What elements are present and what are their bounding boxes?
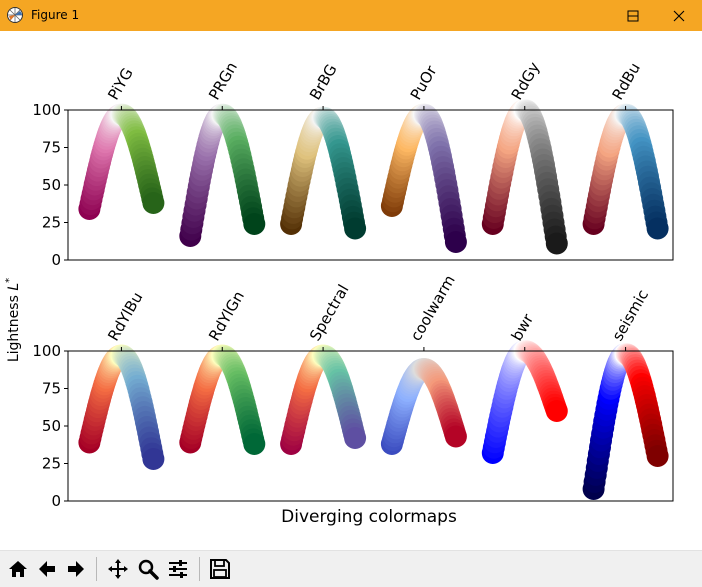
colormap-Spectral [280,344,367,455]
back-button[interactable] [33,555,61,583]
y-tick-label: 100 [32,101,61,119]
category-label-RdYlBu: RdYlBu [104,289,146,344]
y-tick-label: 25 [42,455,61,473]
pan-icon [108,559,128,579]
marker-coolwarm [444,425,467,448]
window-title: Figure 1 [31,8,80,22]
diverging-colormaps-figure: 0 25 50 75 100 PiYG PRGn BrBG PuOr RdGy RdBu 0 25 50… [4,59,674,527]
axes-top: 0 25 50 75 100 PiYG PRGn BrBG PuOr RdGy RdBu [32,59,674,269]
category-label-PiYG: PiYG [104,65,136,103]
marker-seismic [646,445,669,467]
category-label-bwr: bwr [508,310,538,344]
app-icon [7,7,23,23]
close-button[interactable] [656,0,702,31]
y-tick-label: 0 [51,492,61,510]
marker-RdYlGn [243,433,266,455]
minimize-button[interactable] [610,0,656,31]
colormap-RdBu [582,103,669,240]
maximize-icon [627,10,639,22]
forward-icon [68,561,84,577]
zoom-icon [138,559,159,580]
marker-RdBu [646,217,669,240]
axes-frame [67,350,674,502]
marker-bwr [545,400,568,422]
colormap-seismic [582,343,669,500]
home-button[interactable] [4,555,32,583]
maximize-button[interactable] [610,0,656,31]
navigation-toolbar [0,550,702,587]
marker-RdGy [545,232,568,255]
forward-button[interactable] [62,555,90,583]
y-tick-label: 75 [42,139,61,157]
y-axis-label: Lightness L* [4,278,22,362]
category-label-RdYlGn: RdYlGn [205,288,248,344]
y-tick-label: 75 [42,380,61,398]
y-tick-label: 50 [42,176,61,194]
category-label-BrBG: BrBG [306,61,341,103]
category-label-seismic: seismic [608,286,652,344]
y-axis-label-sup: * [4,278,15,283]
colormap-RdGy [481,99,568,255]
figure-canvas[interactable]: 0 25 50 75 100 PiYG PRGn BrBG PuOr RdGy RdBu 0 25 50… [1,31,701,550]
axes-bottom: 0 25 50 75 100 RdYlBu RdYlGn Spectral coolwarm bw… [32,272,674,510]
configure-subplots-button[interactable] [164,555,192,583]
marker-PRGn [243,213,266,235]
marker-PuOr [444,231,467,253]
category-label-coolwarm: coolwarm [407,272,459,344]
pan-button[interactable] [104,555,132,583]
y-tick-label: 0 [51,251,61,269]
y-tick-label: 100 [32,342,61,360]
x-axis-label: Diverging colormaps [281,507,457,527]
category-label-Spectral: Spectral [306,281,353,344]
minimize-icon [628,15,638,17]
home-icon [9,561,27,577]
toolbar-separator [199,557,200,581]
colormap-BrBG [280,106,367,240]
marker-BrBG [344,217,367,240]
colormap-PRGn [179,103,266,247]
save-button[interactable] [206,555,234,583]
y-tick-label: 25 [42,214,61,232]
colormap-PiYG [78,103,165,220]
category-label-PuOr: PuOr [407,62,441,103]
y-tick-label: 50 [42,417,61,435]
category-label-RdGy: RdGy [508,59,544,103]
zoom-button[interactable] [134,555,162,583]
y-axis-label-text: Lightness [6,291,22,362]
save-icon [210,559,230,579]
title-bar: Figure 1 [0,0,702,31]
colormap-bwr [481,340,568,464]
back-icon [39,561,55,577]
colormap-RdYlBu [78,344,165,470]
marker-PiYG [142,192,165,214]
close-icon [673,10,685,22]
colormap-RdYlGn [179,344,266,455]
marker-Spectral [344,427,367,449]
colormap-PuOr [380,103,467,253]
y-axis-label-var: L [6,283,22,291]
category-label-RdBu: RdBu [608,60,643,103]
configure-icon [169,560,187,578]
colormap-coolwarm [380,358,467,455]
category-label-PRGn: PRGn [205,59,241,103]
toolbar-separator [96,557,97,581]
marker-RdYlBu [142,448,165,470]
